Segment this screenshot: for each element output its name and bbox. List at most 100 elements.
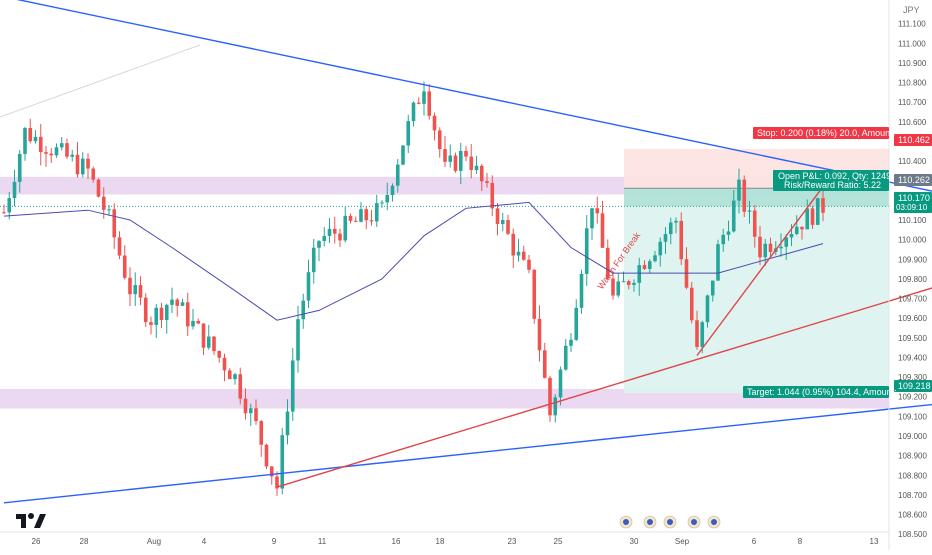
candle-body xyxy=(374,203,379,222)
y-tick-label: 109.900 xyxy=(898,255,927,264)
candle-body xyxy=(595,208,600,214)
candle-body xyxy=(154,307,159,325)
candle-body xyxy=(2,212,6,214)
candle-body xyxy=(679,220,684,260)
candle-body xyxy=(23,127,27,154)
candle-body xyxy=(490,182,495,209)
candle-body xyxy=(700,322,705,347)
candle-body xyxy=(275,476,279,489)
candle-body xyxy=(306,272,311,301)
x-tick-label: Sep xyxy=(675,537,690,546)
candle-body xyxy=(107,209,111,211)
candle-body xyxy=(789,234,794,238)
time-axis-layer: 26 28 Aug 4 9 11 16 18 23 25 30 Sep 6 8 13 xyxy=(0,531,889,546)
candle-body xyxy=(401,145,405,165)
entry-price-tag: 110.262 xyxy=(898,175,930,185)
candle-body xyxy=(322,235,327,242)
candle-body xyxy=(390,185,395,196)
candle-body xyxy=(28,127,33,142)
candle-body xyxy=(243,398,248,414)
y-tick-label: 109.200 xyxy=(898,393,927,402)
candle-body xyxy=(416,102,421,104)
candle-body xyxy=(469,156,474,170)
trendline-blue-0 xyxy=(16,0,932,192)
candle-body xyxy=(805,208,810,230)
current-price-tag: 110.170 xyxy=(898,193,930,203)
candle-body xyxy=(38,136,43,153)
candle-body xyxy=(101,196,106,210)
y-tick-label: 111.100 xyxy=(898,20,926,29)
stop-label-text: Stop: 0.200 (0.18%) 20.0, Amount: xyxy=(757,128,895,138)
candle-body xyxy=(44,152,48,154)
candle-body xyxy=(542,350,547,378)
candle-body xyxy=(616,281,621,296)
candle-body xyxy=(395,164,400,186)
candle-body xyxy=(238,374,243,399)
candle-body xyxy=(196,320,201,324)
candle-body xyxy=(280,435,285,489)
candle-body xyxy=(500,220,505,224)
candle-body xyxy=(133,285,138,295)
candle-body xyxy=(474,165,479,170)
candle-body xyxy=(716,244,720,281)
candle-body xyxy=(170,299,174,305)
candle-body xyxy=(290,360,295,412)
candle-body xyxy=(553,397,558,416)
candle-body xyxy=(164,304,169,321)
candle-body xyxy=(86,158,90,169)
candle-body xyxy=(590,208,594,229)
candle-body xyxy=(348,215,353,221)
candle-body xyxy=(332,228,337,234)
y-tick-label: 111.000 xyxy=(898,39,926,48)
candle-body xyxy=(75,154,80,175)
candle-body xyxy=(149,322,153,325)
y-tick-label: 108.700 xyxy=(898,491,927,500)
candle-body xyxy=(642,265,647,269)
stop-label-box xyxy=(753,127,889,139)
candle-body xyxy=(411,102,416,122)
x-tick-label: Aug xyxy=(147,537,161,546)
candle-body xyxy=(695,320,699,347)
candle-body xyxy=(385,195,390,203)
candle-body xyxy=(458,150,463,171)
target-price-tag: 109.218 xyxy=(898,381,931,391)
candle-body xyxy=(621,281,626,283)
candle-body xyxy=(117,237,122,256)
bar-countdown: 03:09:10 xyxy=(896,203,928,212)
candle-body xyxy=(521,251,526,260)
candle-body xyxy=(338,233,342,241)
candle-body xyxy=(65,143,69,157)
x-tick-label: 11 xyxy=(318,537,327,546)
candle-body xyxy=(674,220,678,223)
y-tick-label: 109.300 xyxy=(898,373,927,382)
open-pnl-text: Open P&L: 0.092, Qty: 1249 xyxy=(778,171,891,181)
candle-body xyxy=(668,222,673,235)
moving-average-line xyxy=(3,201,824,321)
candle-body xyxy=(264,444,269,467)
candle-body xyxy=(364,209,369,221)
candle-body xyxy=(33,136,38,142)
candle-body xyxy=(637,265,642,283)
x-tick-label: 18 xyxy=(436,537,445,546)
y-tick-label: 109.700 xyxy=(898,295,927,304)
candle-body xyxy=(763,243,768,258)
candle-body xyxy=(537,318,542,351)
candle-body xyxy=(422,91,426,104)
x-tick-label: 9 xyxy=(272,537,277,546)
candle-body xyxy=(626,281,631,285)
price-tag-layer xyxy=(743,127,932,398)
candle-body xyxy=(301,300,306,320)
candle-body xyxy=(658,241,663,256)
candle-body xyxy=(784,237,789,247)
candle-body xyxy=(437,130,442,150)
candle-body xyxy=(742,179,747,212)
candle-body xyxy=(432,115,437,131)
y-tick-label: 110.900 xyxy=(898,59,927,68)
y-tick-label: 110.800 xyxy=(898,79,927,88)
y-tick-label: 109.000 xyxy=(898,432,927,441)
event-marker-dot xyxy=(623,519,629,525)
candle-body xyxy=(579,273,584,308)
y-tick-label: 108.800 xyxy=(898,471,927,480)
